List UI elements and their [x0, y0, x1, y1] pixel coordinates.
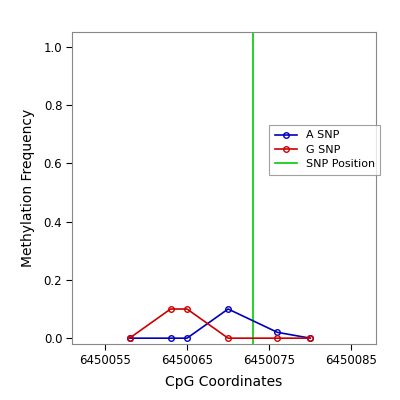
X-axis label: CpG Coordinates: CpG Coordinates	[165, 375, 283, 389]
Y-axis label: Methylation Frequency: Methylation Frequency	[21, 109, 35, 267]
Legend: A SNP, G SNP, SNP Position: A SNP, G SNP, SNP Position	[269, 125, 380, 175]
